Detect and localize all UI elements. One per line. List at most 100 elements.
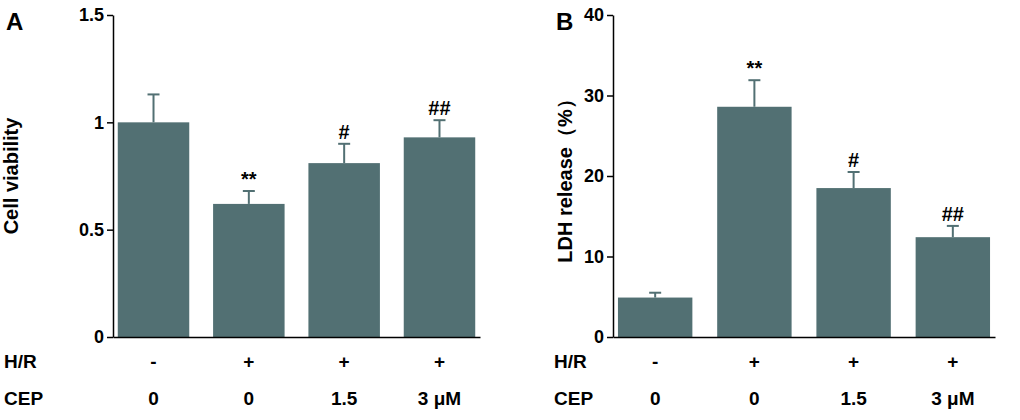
tick-mark [607, 95, 613, 97]
category-label: 1.5 [840, 388, 867, 409]
significance-label: ## [942, 203, 964, 225]
y-axis: 0 0.5 1 1.5 [79, 5, 114, 347]
error-stem [438, 120, 440, 137]
tick: 30 [584, 86, 613, 106]
tick-label: 10 [584, 247, 604, 267]
tick: 0 [594, 327, 613, 347]
tick-mark [107, 229, 113, 231]
bar [717, 107, 791, 337]
tick-label: 0 [594, 327, 604, 347]
category-label: + [434, 351, 445, 372]
tick-mark [107, 337, 113, 339]
bar [618, 298, 692, 337]
error-stem [853, 172, 855, 188]
error-bar [433, 120, 445, 137]
significance-label: ** [747, 57, 763, 79]
error-bar [748, 80, 760, 107]
panel: 00.511.5H/R-+++CEP001.53 μM**###Cell via… [0, 5, 481, 409]
bar [118, 122, 189, 337]
category-label: 3 μM [418, 388, 461, 409]
category-label: 1.5 [331, 388, 358, 409]
error-cap [243, 190, 255, 192]
error-bar [848, 172, 860, 188]
category-label: + [749, 351, 760, 372]
axis-line [614, 337, 996, 339]
tick: 10 [584, 247, 613, 267]
row-label: CEP [554, 388, 593, 409]
tick-mark [607, 15, 613, 17]
significance-label: ## [428, 97, 450, 119]
row-label: H/R [554, 351, 587, 372]
error-stem [952, 226, 954, 237]
bar [916, 237, 990, 337]
error-bar [649, 293, 661, 298]
category-label: 0 [244, 388, 255, 409]
tick: 1 [94, 113, 113, 133]
bar [213, 204, 284, 337]
row-label: CEP [4, 388, 43, 409]
category-label: + [848, 351, 859, 372]
panel: 010203040H/R-+++CEP001.53 μM**###LDH rel… [554, 5, 996, 409]
category-label: 3 μM [931, 388, 974, 409]
tick-label: 0 [94, 327, 104, 347]
significance-label: ** [241, 168, 257, 190]
x-axis [614, 337, 996, 338]
tick: 0.5 [79, 220, 113, 240]
row-label: H/R [4, 351, 37, 372]
plot-area [118, 94, 475, 337]
error-bar [947, 226, 959, 237]
panel-label: B [556, 8, 573, 35]
x-axis [114, 337, 481, 338]
error-stem [753, 80, 755, 107]
tick: 1.5 [79, 5, 113, 25]
panel-label: A [6, 8, 23, 35]
significance-label: # [339, 121, 350, 143]
error-cap [148, 93, 160, 95]
error-cap [947, 225, 959, 227]
tick-label: 1 [94, 113, 104, 133]
y-axis-title: Cell viability [0, 117, 22, 235]
tick-mark [107, 122, 113, 124]
tick: 0 [94, 327, 113, 347]
error-cap [748, 79, 760, 81]
tick-label: 30 [584, 86, 604, 106]
category-label: 0 [148, 388, 159, 409]
category-label: + [243, 351, 254, 372]
tick: 20 [584, 166, 613, 186]
error-bar [338, 144, 350, 163]
tick-label: 0.5 [79, 220, 104, 240]
error-cap [338, 143, 350, 145]
tick-label: 20 [584, 166, 604, 186]
tick-mark [607, 176, 613, 178]
axis-line [114, 337, 481, 339]
category-label: + [947, 351, 958, 372]
bar [404, 137, 475, 337]
category-label: - [150, 351, 156, 372]
error-stem [248, 191, 250, 204]
y-axis-title: LDH release（%） [554, 89, 576, 262]
tick-label: 40 [584, 5, 604, 25]
error-bar [148, 94, 160, 122]
error-cap [649, 292, 661, 294]
category-label: 0 [749, 388, 760, 409]
tick: 40 [584, 5, 613, 25]
tick-mark [607, 337, 613, 339]
bar [308, 163, 379, 337]
y-axis: 0 10 20 30 40 [584, 5, 614, 347]
axis-line [113, 16, 115, 338]
category-label: 0 [650, 388, 661, 409]
significance-label: # [848, 149, 859, 171]
error-stem [343, 144, 345, 163]
error-bar [243, 191, 255, 204]
tick-mark [607, 256, 613, 258]
bar [816, 188, 890, 337]
error-stem [153, 94, 155, 122]
figure: 00.511.5H/R-+++CEP001.53 μM**###Cell via… [0, 0, 1020, 420]
tick-label: 1.5 [79, 5, 104, 25]
category-label: - [652, 351, 658, 372]
category-label: + [339, 351, 350, 372]
error-cap [848, 171, 860, 173]
plot-area [618, 80, 990, 337]
error-cap [433, 119, 445, 121]
tick-mark [107, 15, 113, 17]
